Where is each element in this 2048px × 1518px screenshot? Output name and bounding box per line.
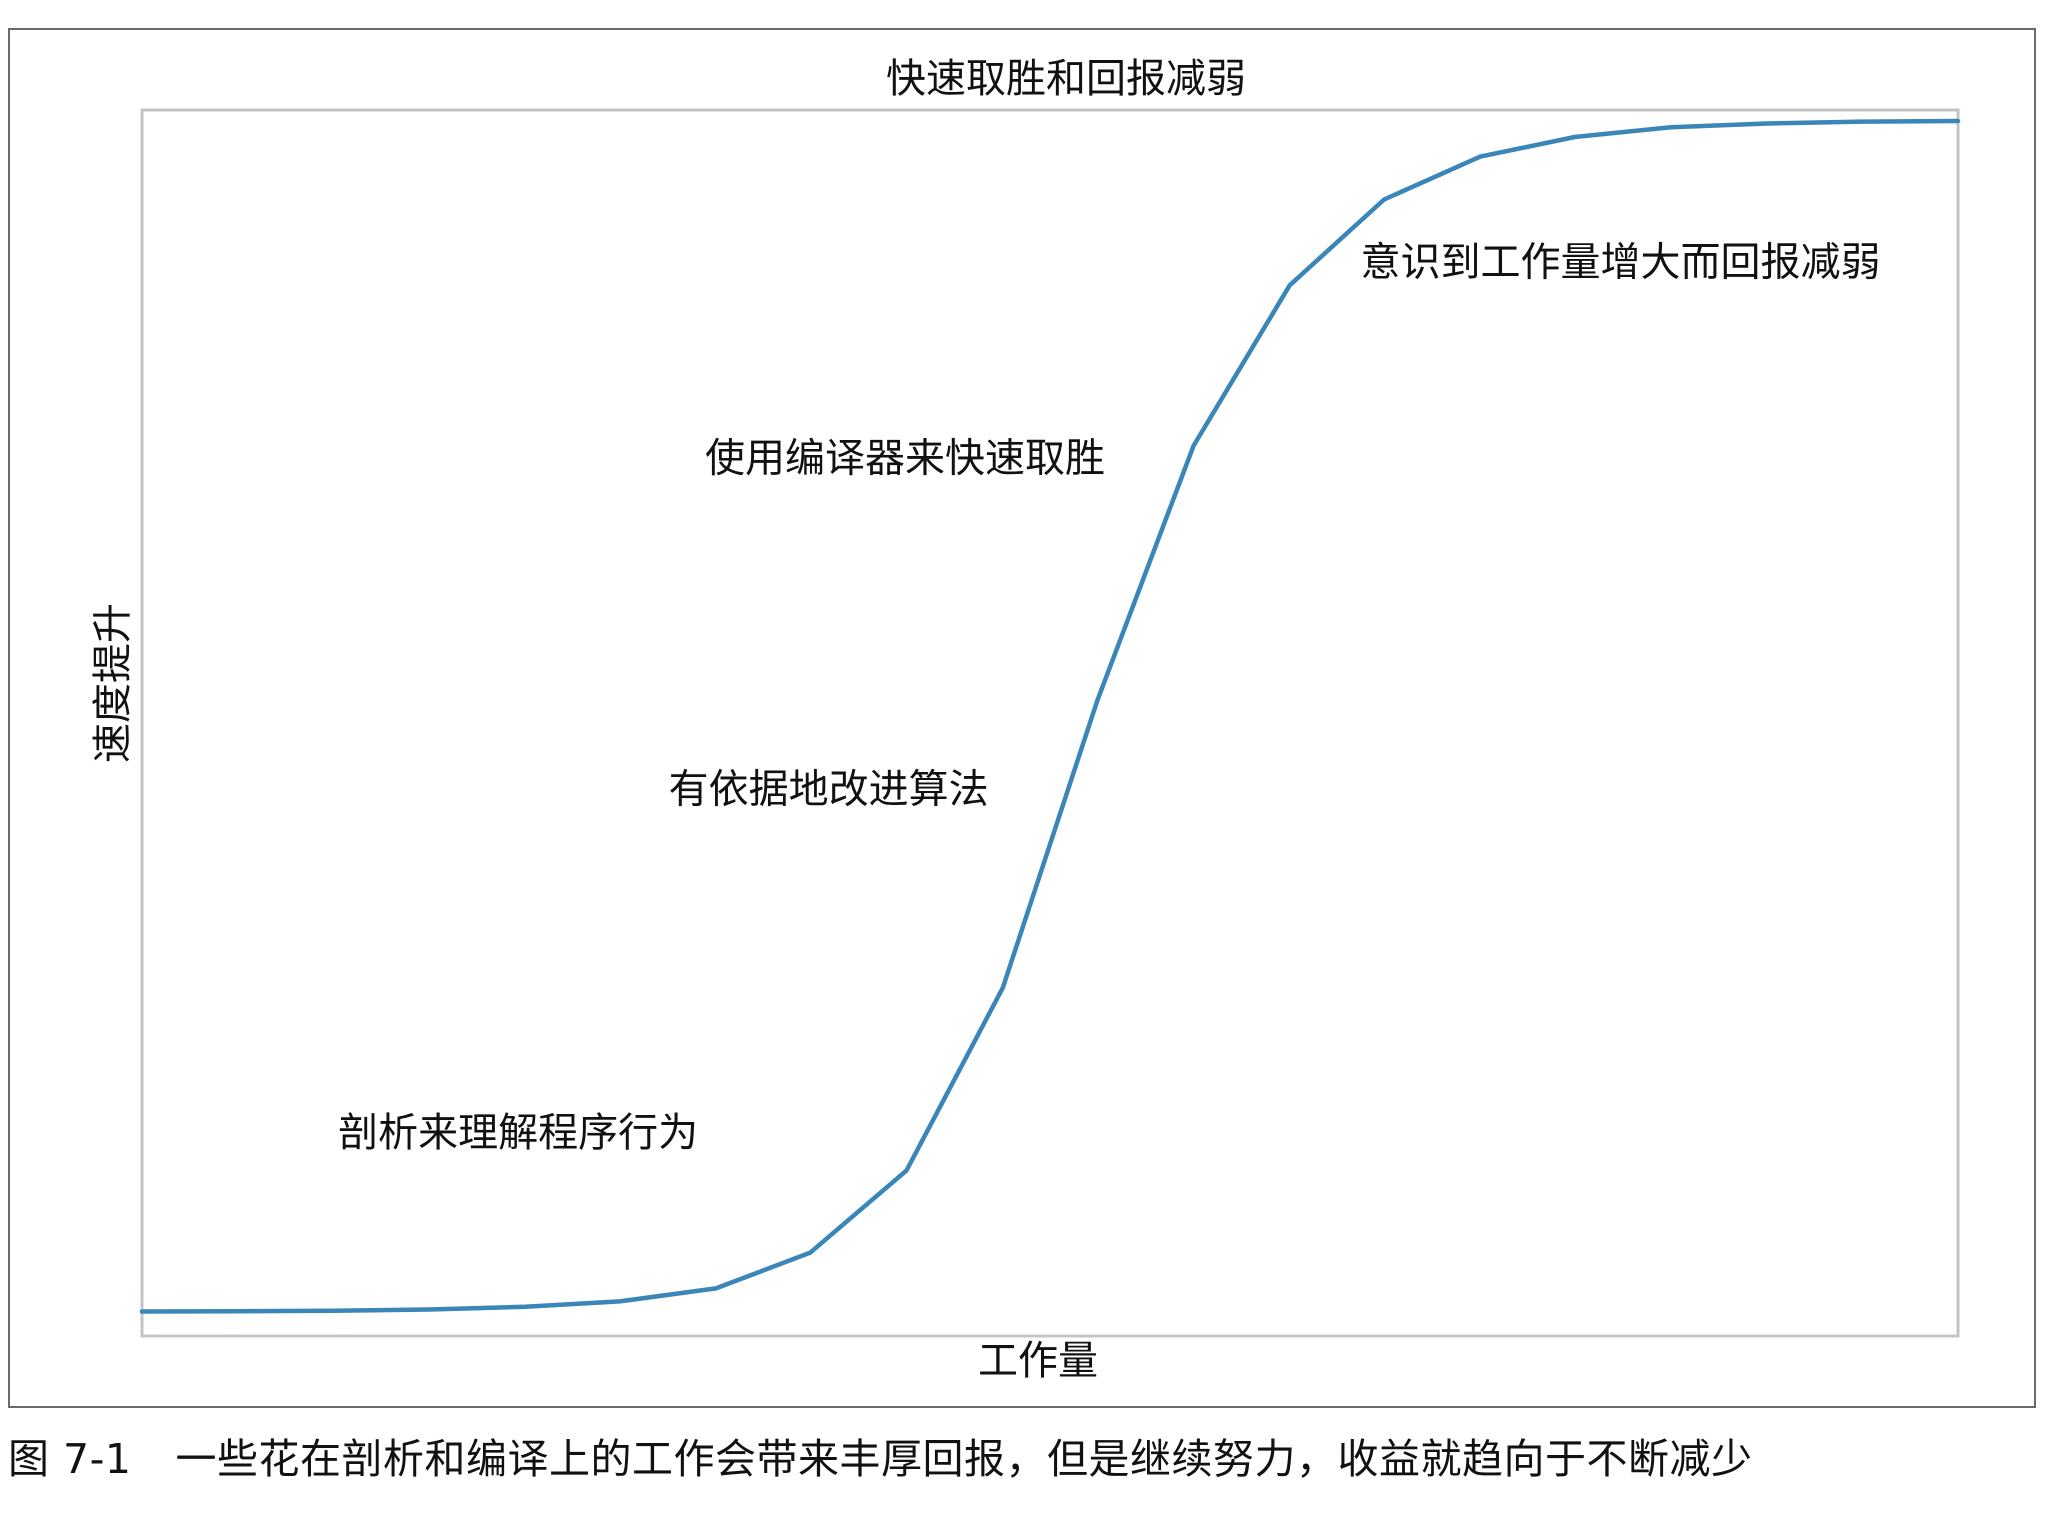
x-axis-label: 工作量 — [978, 1338, 1098, 1384]
annotation-0: 剖析来理解程序行为 — [338, 1110, 698, 1156]
series-layer — [139, 118, 1961, 1314]
annotation-1: 有依据地改进算法 — [669, 767, 989, 813]
annotation-3: 意识到工作量增大而回报减弱 — [1361, 240, 1881, 286]
y-axis-label: 速度提升 — [90, 603, 136, 763]
figure-caption: 图 7-1 一些花在剖析和编译上的工作会带来丰厚回报，但是继续努力，收益就趋向于不… — [8, 1424, 2042, 1494]
annotation-layer: 剖析来理解程序行为 有依据地改进算法 使用编译器来快速取胜 意识到工作量增大而回报减弱 — [338, 240, 1880, 1157]
figure-number: 图 7-1 — [8, 1435, 132, 1483]
annotation-2: 使用编译器来快速取胜 — [705, 436, 1105, 482]
plot-area — [140, 108, 1960, 1338]
chart-title: 快速取胜和回报减弱 — [886, 56, 1246, 102]
series-line-0 — [139, 118, 1961, 1314]
figure-frame — [8, 28, 2036, 1408]
caption-text: 一些花在剖析和编译上的工作会带来丰厚回报，但是继续努力，收益就趋向于不断减少 — [175, 1435, 1753, 1483]
